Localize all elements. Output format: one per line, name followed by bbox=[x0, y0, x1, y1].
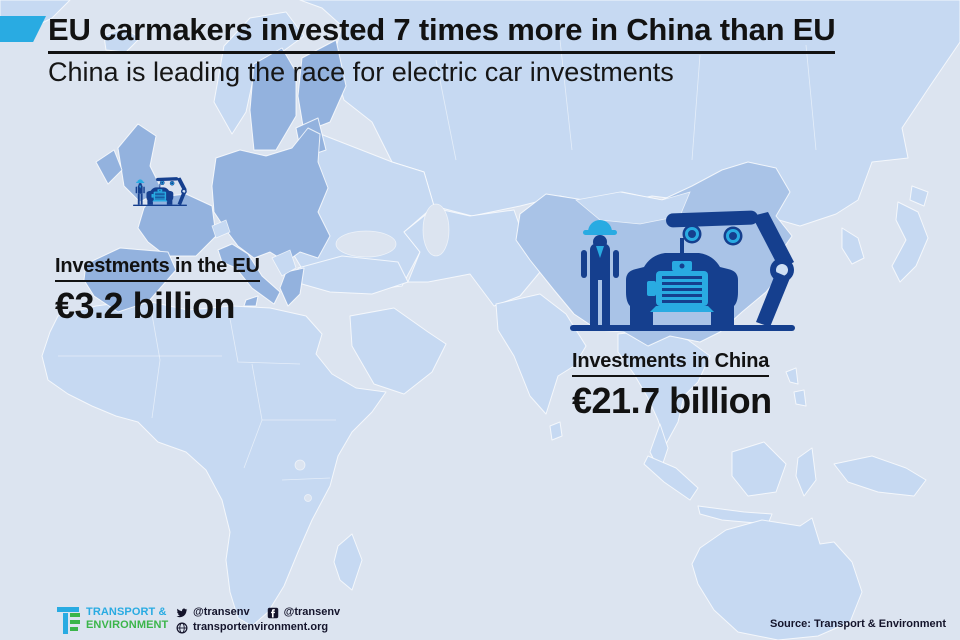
iceland-landmass bbox=[103, 27, 141, 53]
japan-landmass bbox=[891, 201, 929, 283]
norway-landmass bbox=[213, 11, 305, 135]
korea-landmass bbox=[841, 227, 865, 265]
china-investment-callout: Investments in China €21.7 billion bbox=[572, 350, 772, 422]
website-link[interactable]: transportenvironment.org bbox=[193, 621, 329, 633]
arabia-landmass bbox=[349, 307, 447, 395]
australia-landmass bbox=[691, 517, 863, 640]
eu-investment-label: Investments in the EU bbox=[55, 255, 260, 282]
org-name: TRANSPORT & ENVIRONMENT bbox=[86, 606, 168, 632]
globe-icon bbox=[176, 622, 188, 633]
africa-landmass bbox=[41, 299, 387, 627]
logo-e-bar bbox=[70, 613, 80, 617]
mongolia-landmass bbox=[575, 191, 691, 225]
madagascar-landmass bbox=[333, 533, 363, 591]
twitter-bird-icon bbox=[176, 608, 188, 617]
switzerland-landmass bbox=[211, 219, 231, 239]
china-investment-label: Investments in China bbox=[572, 350, 769, 377]
org-name-line1: TRANSPORT & bbox=[86, 606, 167, 618]
country-borders bbox=[58, 39, 817, 481]
balkans-landmass bbox=[271, 249, 297, 277]
india-landmass bbox=[495, 293, 587, 415]
org-name-line2: ENVIRONMENT bbox=[86, 619, 169, 631]
sulawesi-landmass bbox=[795, 447, 817, 497]
black-sea bbox=[335, 230, 397, 258]
lake-victoria bbox=[294, 459, 306, 471]
eu-investment-value: €3.2 billion bbox=[55, 285, 236, 326]
source-note: Source: Transport & Environment bbox=[770, 618, 947, 630]
social-links: @transenv @transenv transportenvironment… bbox=[176, 605, 352, 635]
logo-e-bar bbox=[70, 620, 80, 624]
page-title: EU carmakers invested 7 times more in Ch… bbox=[48, 12, 836, 54]
philippines-1 bbox=[785, 367, 799, 385]
hokkaido-landmass bbox=[909, 185, 929, 207]
caspian-sea bbox=[422, 203, 450, 257]
philippines-2 bbox=[793, 389, 807, 407]
turkey-landmass bbox=[297, 255, 409, 295]
borneo-landmass bbox=[731, 441, 787, 497]
lake-malawi bbox=[304, 494, 312, 502]
logo-t-stem bbox=[63, 613, 68, 634]
sri-lanka-landmass bbox=[549, 421, 563, 441]
twitter-handle[interactable]: @transenv bbox=[193, 606, 250, 618]
china-investment-value: €21.7 billion bbox=[572, 380, 772, 421]
transport-environment-logo bbox=[57, 604, 83, 634]
logo-t-bar bbox=[57, 607, 79, 612]
new-guinea-landmass bbox=[833, 455, 927, 497]
facebook-handle[interactable]: @transenv bbox=[283, 606, 341, 618]
facebook-icon bbox=[267, 607, 278, 618]
logo-e-bar bbox=[70, 627, 78, 631]
eu-investment-callout: Investments in the EU €3.2 billion bbox=[55, 255, 260, 327]
sumatra-landmass bbox=[643, 455, 699, 501]
page-subtitle: China is leading the race for electric c… bbox=[48, 57, 674, 87]
